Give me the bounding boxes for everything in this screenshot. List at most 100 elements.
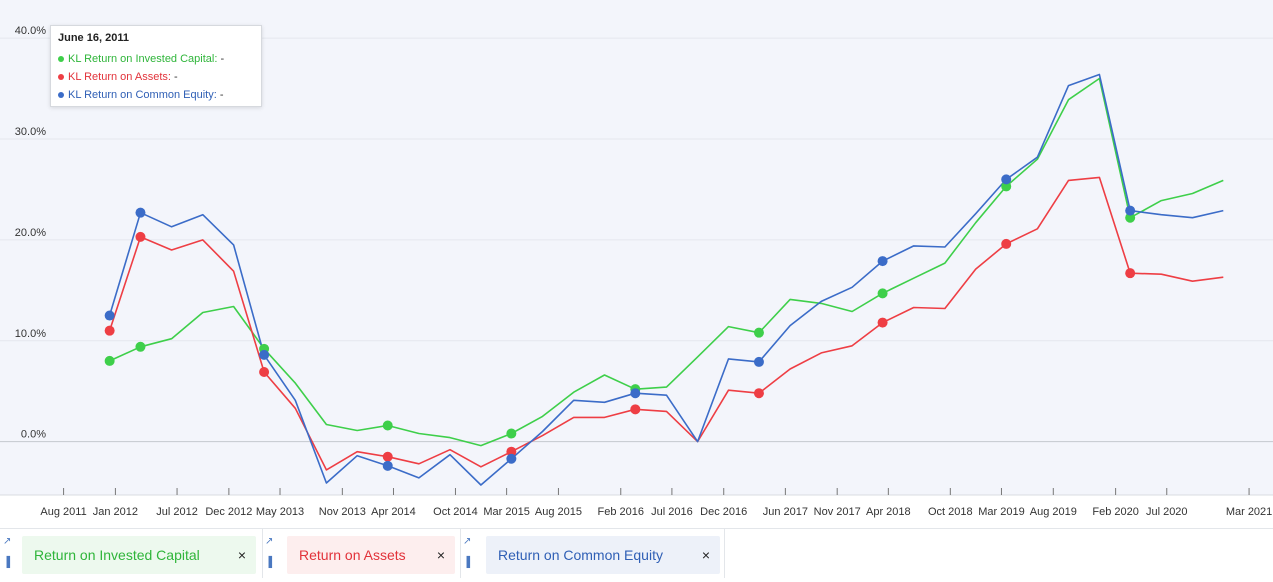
y-tick-label: 40.0% [15, 25, 46, 37]
series-line-0 [109, 77, 1224, 447]
roe-dot-icon [58, 92, 64, 99]
data-point-2[interactable] [1125, 205, 1136, 216]
series-group-roa: ↗ ▐ Return on Assets × [262, 529, 461, 578]
data-point-2[interactable] [259, 349, 270, 360]
x-tick-label: May 2013 [256, 506, 304, 518]
y-tick-label: 10.0% [15, 328, 46, 340]
data-point-2[interactable] [506, 453, 517, 464]
x-tick-label: Jul 2020 [1146, 506, 1188, 518]
series-type-toggles: ↗ ▐ [0, 529, 20, 578]
data-point-1[interactable] [753, 388, 764, 399]
series-line-1 [108, 176, 1224, 471]
x-axis: Aug 2011 Jan 2012 Jul 2012 Dec 2012 May 2013… [0, 488, 1273, 528]
x-axis-band [0, 495, 1273, 528]
line-chart-icon[interactable]: ↗ [463, 536, 472, 547]
series-line-2 [108, 73, 1224, 486]
x-tick-label: Oct 2018 [928, 506, 973, 518]
x-tick-label: Aug 2019 [1030, 506, 1077, 518]
data-point-1[interactable] [382, 451, 393, 462]
x-tick-label: Dec 2012 [205, 506, 252, 518]
x-tick-label: Apr 2018 [866, 506, 911, 518]
series-type-toggles: ↗ ▐ [262, 529, 282, 578]
chip-roe[interactable]: Return on Common Equity × [486, 536, 720, 574]
series-lines [108, 73, 1224, 486]
x-tick-label: Nov 2013 [319, 506, 366, 518]
data-point-0[interactable] [506, 428, 517, 439]
data-point-2[interactable] [1001, 174, 1012, 185]
data-point-2[interactable] [753, 356, 764, 367]
data-point-0[interactable] [1125, 212, 1136, 223]
tooltip-value-roic: - [220, 53, 225, 65]
data-point-1[interactable] [877, 317, 888, 328]
x-tick-label: Mar 2021 [1226, 506, 1272, 518]
tooltip-row-roe: KL Return on Common Equity: - [58, 86, 254, 104]
data-point-1[interactable] [506, 446, 517, 457]
data-point-2[interactable] [630, 388, 641, 399]
series-group-roic: ↗ ▐ Return on Invested Capital × [0, 529, 263, 578]
x-tick-label: Jan 2012 [93, 506, 138, 518]
tooltip-date: June 16, 2011 [58, 32, 129, 44]
tooltip-label-roe: KL Return on Common Equity: [68, 89, 217, 101]
x-tick-label: Oct 2014 [433, 506, 478, 518]
chip-roe-label: Return on Common Equity [498, 547, 663, 563]
y-tick-label: 0.0% [21, 429, 46, 441]
data-point-0[interactable] [753, 327, 764, 338]
y-tick-label: 30.0% [15, 126, 46, 138]
x-tick-label: Jun 2017 [763, 506, 808, 518]
x-tick-label: Mar 2015 [483, 506, 529, 518]
tooltip-label-roa: KL Return on Assets: [68, 71, 171, 83]
chip-roic-label: Return on Invested Capital [34, 547, 200, 563]
data-point-1[interactable] [259, 367, 270, 378]
data-point-1[interactable] [1125, 268, 1136, 279]
bar-chart-icon[interactable]: ▐ [3, 557, 11, 568]
x-tick-label: Dec 2016 [700, 506, 747, 518]
x-tick-label: Jul 2016 [651, 506, 693, 518]
data-point-0[interactable] [1001, 181, 1012, 192]
data-point-1[interactable] [1001, 238, 1012, 249]
x-tick-label: Nov 2017 [814, 506, 861, 518]
bar-chart-icon[interactable]: ▐ [265, 557, 273, 568]
x-tick-label: Apr 2014 [371, 506, 416, 518]
data-point-2[interactable] [135, 207, 146, 218]
x-tick-label: Mar 2019 [978, 506, 1024, 518]
tooltip-value-roe: - [219, 89, 224, 101]
data-point-0[interactable] [382, 420, 393, 431]
x-tick-label: Feb 2020 [1092, 506, 1138, 518]
x-tick-label: Aug 2011 [40, 506, 86, 518]
tooltip-row-roic: KL Return on Invested Capital: - [58, 50, 254, 68]
x-tick-label: Jul 2012 [156, 506, 198, 518]
tooltip-value-roa: - [174, 71, 178, 83]
roic-dot-icon [58, 56, 64, 63]
y-axis-ticks: 0.0% 10.0% 20.0% 30.0% 40.0% [15, 25, 46, 440]
data-point-0[interactable] [135, 341, 146, 352]
bar-chart-icon[interactable]: ▐ [463, 557, 471, 568]
series-group-roe: ↗ ▐ Return on Common Equity × [460, 529, 725, 578]
chip-roa-label: Return on Assets [299, 547, 406, 563]
data-point-0[interactable] [104, 355, 115, 366]
data-point-0[interactable] [877, 288, 888, 299]
series-type-toggles: ↗ ▐ [460, 529, 480, 578]
line-chart-icon[interactable]: ↗ [265, 536, 274, 547]
y-tick-label: 20.0% [15, 227, 46, 239]
chip-roic-close-icon[interactable]: × [237, 547, 246, 563]
series-markers [104, 174, 1136, 471]
gridlines [0, 37, 1273, 443]
x-tick-label: Aug 2015 [535, 506, 582, 518]
x-tick-label: Feb 2016 [598, 506, 644, 518]
tooltip-row-roa: KL Return on Assets: - [58, 68, 254, 86]
line-chart-icon[interactable]: ↗ [3, 536, 12, 547]
hover-tooltip: June 16, 2011 KL Return on Invested Capi… [50, 25, 262, 107]
data-point-1[interactable] [135, 231, 146, 242]
data-point-1[interactable] [630, 404, 641, 415]
series-legend-bar: ↗ ▐ Return on Invested Capital × ↗ ▐ Ret… [0, 528, 1273, 582]
roa-dot-icon [58, 74, 64, 81]
chip-roic[interactable]: Return on Invested Capital × [22, 536, 256, 574]
data-point-2[interactable] [382, 460, 393, 471]
data-point-2[interactable] [104, 310, 115, 321]
chip-roa-close-icon[interactable]: × [436, 547, 445, 563]
data-point-1[interactable] [104, 325, 115, 336]
data-point-2[interactable] [877, 256, 888, 267]
tooltip-label-roic: KL Return on Invested Capital: [68, 53, 218, 65]
chip-roa[interactable]: Return on Assets × [287, 536, 455, 574]
chip-roe-close-icon[interactable]: × [701, 547, 710, 563]
